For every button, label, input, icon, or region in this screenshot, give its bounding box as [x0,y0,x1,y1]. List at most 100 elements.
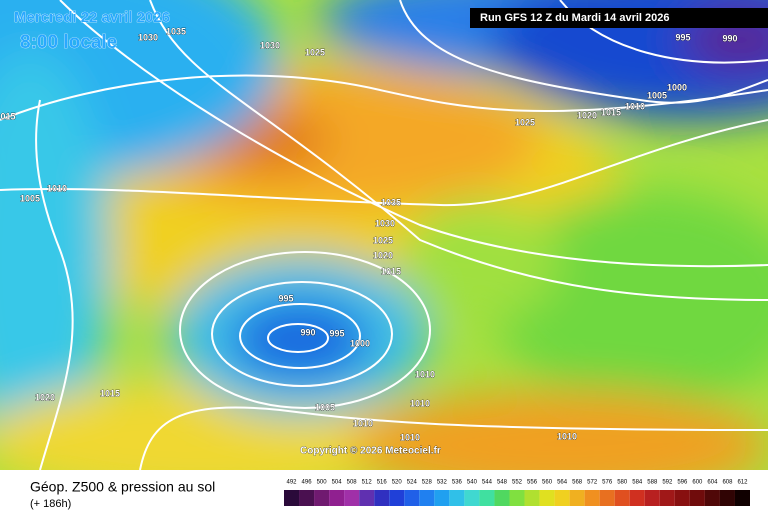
scale-label: 584 [632,480,643,486]
isobar-label: 1010 [410,398,430,408]
valid-time: 8:00 locale [20,32,117,53]
scale-label: 548 [497,480,508,486]
scale-label: 504 [332,480,343,486]
forecast-hour: (+ 186h) [30,498,71,510]
isobar-label: 1020 [35,392,55,402]
scale-label: 596 [677,480,688,486]
scale-label: 500 [317,480,328,486]
scale-swatch [569,490,585,506]
isobar-label: 1010 [353,418,373,428]
scale-label: 536 [452,480,463,486]
scale-swatch [689,490,705,506]
isobar-label: 1025 [373,235,393,245]
isobar-label: 1035 [166,26,186,36]
scale-label: 528 [422,480,433,486]
scale-swatch [704,490,720,506]
scale-swatch [674,490,690,506]
scale-label: 532 [437,480,448,486]
scale-swatch [659,490,675,506]
scale-swatch [284,490,300,506]
isobar-label: 995 [675,32,690,42]
isobar-label: 1015 [381,266,401,276]
scale-label: 576 [602,480,613,486]
scale-label: 612 [737,480,748,486]
scale-label: 568 [572,480,583,486]
scale-label: 512 [362,480,373,486]
scale-swatch [314,490,330,506]
isobar-label: 1010 [415,369,435,379]
isobar-label: 1010 [557,431,577,441]
scale-label: 560 [542,480,553,486]
isobar-label: 1035 [381,197,401,207]
scale-label: 564 [557,480,568,486]
scale-swatch [329,490,345,506]
scale-label: 540 [467,480,478,486]
valid-date: Mercredi 22 avril 2026 [14,9,170,26]
run-info: Run GFS 12 Z du Mardi 14 avril 2026 [480,12,670,24]
scale-swatch [389,490,405,506]
scale-swatch [614,490,630,506]
scale-swatch [299,490,315,506]
scale-swatch [629,490,645,506]
scale-label: 516 [377,480,388,486]
scale-label: 524 [407,480,418,486]
isobar-label: 1000 [667,82,687,92]
scale-swatch [539,490,555,506]
scale-swatch [404,490,420,506]
isobar-label: 1010 [625,101,645,111]
isobar-label: 1030 [375,218,395,228]
isobar-label: 1010 [47,183,67,193]
isobar-label: 1030 [138,32,158,42]
legend-title: Géop. Z500 & pression au sol [30,479,215,495]
scale-swatch [479,490,495,506]
isobar-label: 1010 [400,432,420,442]
isobar-label: 1000 [350,338,370,348]
scale-swatch [494,490,510,506]
scale-swatch [359,490,375,506]
scale-label: 588 [647,480,658,486]
scale-label: 508 [347,480,358,486]
scale-swatch [734,490,750,506]
scale-swatch [374,490,390,506]
isobar-label: 990 [722,33,737,43]
scale-label: 520 [392,480,403,486]
map-field [0,0,768,470]
isobar-label: 995 [329,328,344,338]
scale-label: 556 [527,480,538,486]
isobar-label: 1025 [305,47,325,57]
isobar-label: 995 [278,293,293,303]
scale-swatch [344,490,360,506]
scale-swatch [584,490,600,506]
scale-label: 592 [662,480,673,486]
isobar-label: 1020 [373,250,393,260]
isobar-label: 1005 [647,90,667,100]
scale-swatch [644,490,660,506]
scale-label: 552 [512,480,523,486]
isobar-label: 1015 [100,388,120,398]
isobar-label: 1025 [515,117,535,127]
isobar-label: 1015 [601,107,621,117]
isobars [0,0,768,470]
isobar-label: 1020 [577,110,597,120]
copyright: Copyright © 2026 Meteociel.fr [300,446,441,457]
color-scale: 492 496 500 504 508 512 516 520 524 528 532 536 540 5… [284,480,750,506]
scale-label: 572 [587,480,598,486]
scale-swatch [524,490,540,506]
run-box [470,8,768,28]
scale-label: 544 [482,480,493,486]
scale-label: 608 [722,480,733,486]
isobar-label: 1005 [20,193,40,203]
scale-swatch [599,490,615,506]
scale-label: 492 [287,480,298,486]
scale-swatch [434,490,450,506]
isobar-label: 990 [300,327,315,337]
scale-swatch [719,490,735,506]
scale-swatch [464,490,480,506]
scale-swatch [449,490,465,506]
isobar-label: 1005 [315,402,335,412]
scale-label: 604 [707,480,718,486]
scale-label: 496 [302,480,313,486]
isobar-label: 1030 [260,40,280,50]
